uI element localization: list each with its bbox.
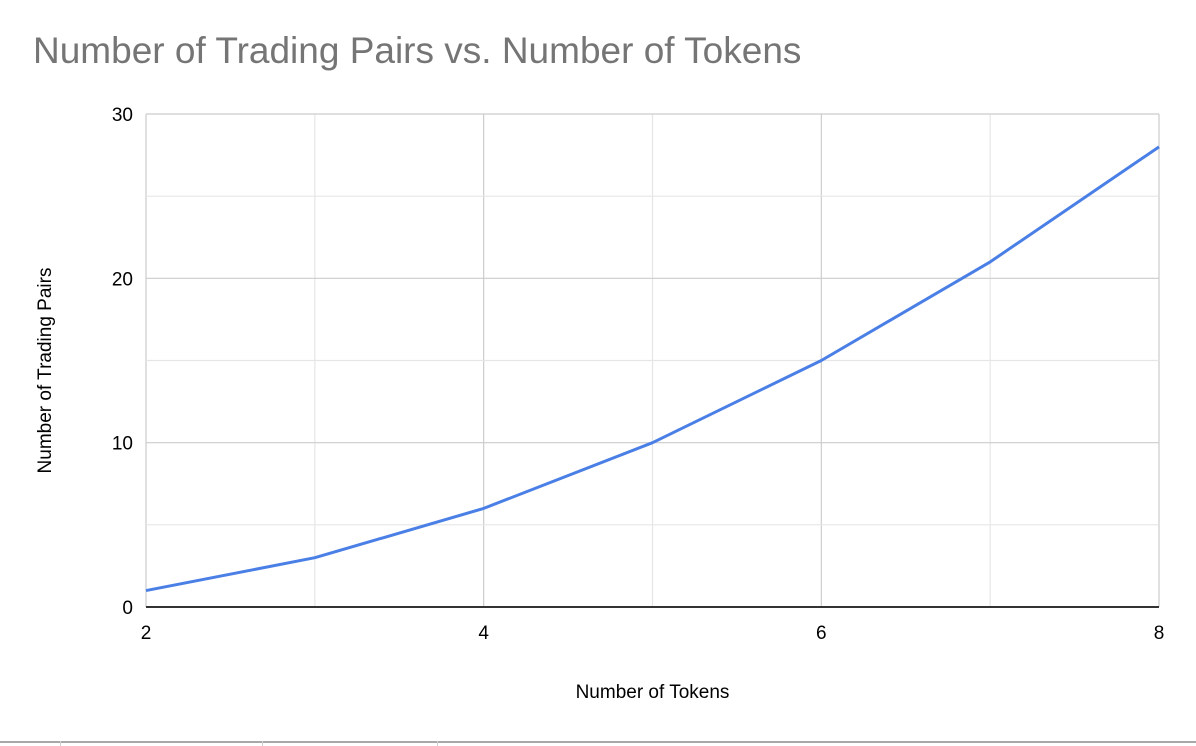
x-tick-label: 4 — [478, 623, 489, 644]
x-axis-label: Number of Tokens — [576, 682, 730, 703]
x-tick-label: 6 — [816, 623, 827, 644]
sheet-border — [0, 741, 1196, 743]
y-axis-label: Number of Trading Pairs — [35, 268, 56, 474]
x-tick-label: 8 — [1154, 623, 1165, 644]
y-tick-label: 10 — [112, 434, 133, 455]
y-tick-label: 20 — [112, 269, 133, 290]
y-tick-label: 0 — [122, 598, 133, 619]
x-tick-label: 2 — [141, 623, 152, 644]
cell-divider — [262, 741, 263, 746]
chart-title: Number of Trading Pairs vs. Number of To… — [33, 30, 802, 71]
cell-divider — [60, 741, 61, 746]
y-tick-label: 30 — [112, 105, 133, 126]
cell-divider — [437, 741, 438, 746]
